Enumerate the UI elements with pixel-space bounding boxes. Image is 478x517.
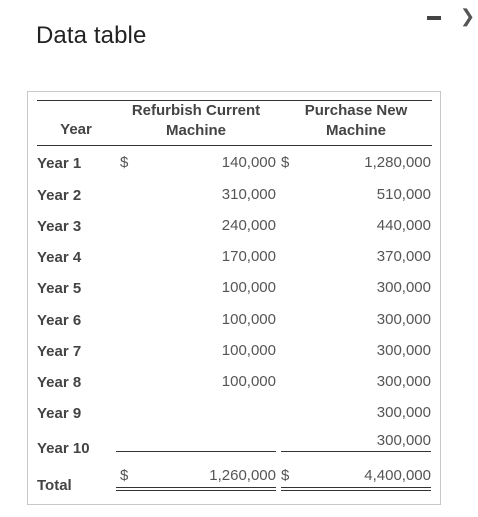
total-double-rule-a2 xyxy=(116,490,276,491)
data-table-panel: Year Refurbish Current Machine Purchase … xyxy=(27,91,441,505)
purchase-cell: 300,000 xyxy=(376,373,431,390)
header-year: Year xyxy=(60,121,92,138)
purchase-cell: 370,000 xyxy=(376,248,431,265)
purchase-cell: 300,000 xyxy=(376,432,431,449)
refurbish-cell: 100,000 xyxy=(221,279,276,296)
refurbish-currency: $ xyxy=(120,154,129,171)
total-purchase-value: 4,400,000 xyxy=(364,467,431,484)
refurbish-cell: 100,000 xyxy=(221,373,276,390)
row-year-label: Year 8 xyxy=(37,374,82,391)
dialog-title: Data table xyxy=(36,22,147,49)
total-double-rule-a1 xyxy=(116,487,276,488)
row-year-label: Year 2 xyxy=(37,187,82,204)
header-refurbish-line2: Machine xyxy=(165,122,226,139)
refurbish-subtotal-rule xyxy=(116,451,276,452)
refurbish-cell: 100,000 xyxy=(221,342,276,359)
row-year-label: Year 3 xyxy=(37,218,82,235)
header-purchase: Purchase New Machine xyxy=(286,101,426,141)
row-year-label: Year 6 xyxy=(37,312,82,329)
purchase-cell: 510,000 xyxy=(376,186,431,203)
header-refurbish-line1: Refurbish Current xyxy=(131,102,261,119)
total-refurbish-value: 1,260,000 xyxy=(209,467,276,484)
chevron-right-icon[interactable]: ❯ xyxy=(460,6,476,26)
header-underline xyxy=(37,145,432,146)
total-label: Total xyxy=(37,477,72,494)
minimize-icon[interactable] xyxy=(427,16,441,20)
purchase-subtotal-rule xyxy=(281,451,431,452)
purchase-currency: $ xyxy=(281,154,290,171)
total-double-rule-b1 xyxy=(281,487,431,488)
purchase-cell: 300,000 xyxy=(376,404,431,421)
row-year-label: Year 7 xyxy=(37,343,82,360)
refurbish-cell: 240,000 xyxy=(221,217,276,234)
total-double-rule-b2 xyxy=(281,490,431,491)
total-purchase-currency: $ xyxy=(281,467,290,484)
table-top-rule xyxy=(37,100,432,101)
row-year-label: Year 4 xyxy=(37,249,82,266)
purchase-cell: 300,000 xyxy=(376,342,431,359)
refurbish-cell: 140,000 xyxy=(221,154,276,171)
purchase-cell: 1,280,000 xyxy=(364,154,431,171)
purchase-cell: 440,000 xyxy=(376,217,431,234)
refurbish-cell: 100,000 xyxy=(221,311,276,328)
refurbish-cell: 310,000 xyxy=(221,186,276,203)
header-purchase-line2: Machine xyxy=(325,122,386,139)
total-refurbish-currency: $ xyxy=(120,467,129,484)
purchase-cell: 300,000 xyxy=(376,279,431,296)
row-year-label: Year 10 xyxy=(37,440,90,457)
row-year-label: Year 9 xyxy=(37,405,82,422)
refurbish-cell: 170,000 xyxy=(221,248,276,265)
header-purchase-line1: Purchase New xyxy=(304,102,408,119)
row-year-label: Year 5 xyxy=(37,280,82,297)
header-refurbish: Refurbish Current Machine xyxy=(116,101,276,141)
row-year-label: Year 1 xyxy=(37,155,82,172)
purchase-cell: 300,000 xyxy=(376,311,431,328)
